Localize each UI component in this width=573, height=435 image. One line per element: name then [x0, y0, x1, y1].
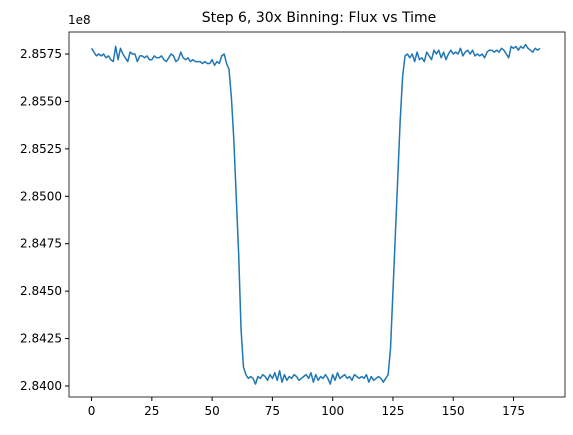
plot-frame	[68, 31, 566, 398]
y-tick-label: 2.8425	[20, 332, 62, 346]
flux-line	[90, 43, 541, 385]
y-tick-label: 2.8400	[20, 379, 62, 393]
x-tick-label: 50	[204, 404, 219, 418]
y-tick-label: 2.8575	[20, 47, 62, 61]
y-tick-label: 2.8475	[20, 237, 62, 251]
chart-title: Step 6, 30x Binning: Flux vs Time	[202, 10, 437, 26]
x-tick-label: 175	[502, 404, 525, 418]
y-offset-label: 1e8	[68, 13, 91, 27]
x-tick-label: 75	[265, 404, 280, 418]
x-tick-label: 25	[144, 404, 159, 418]
y-tick-label: 2.8550	[20, 94, 62, 108]
x-tick-label: 0	[88, 404, 96, 418]
x-tick-label: 150	[442, 404, 465, 418]
y-tick-label: 2.8525	[20, 142, 62, 156]
y-tick-label: 2.8500	[20, 189, 62, 203]
x-tick-label: 100	[321, 404, 344, 418]
y-tick-label: 2.8450	[20, 284, 62, 298]
x-tick-label: 125	[382, 404, 405, 418]
